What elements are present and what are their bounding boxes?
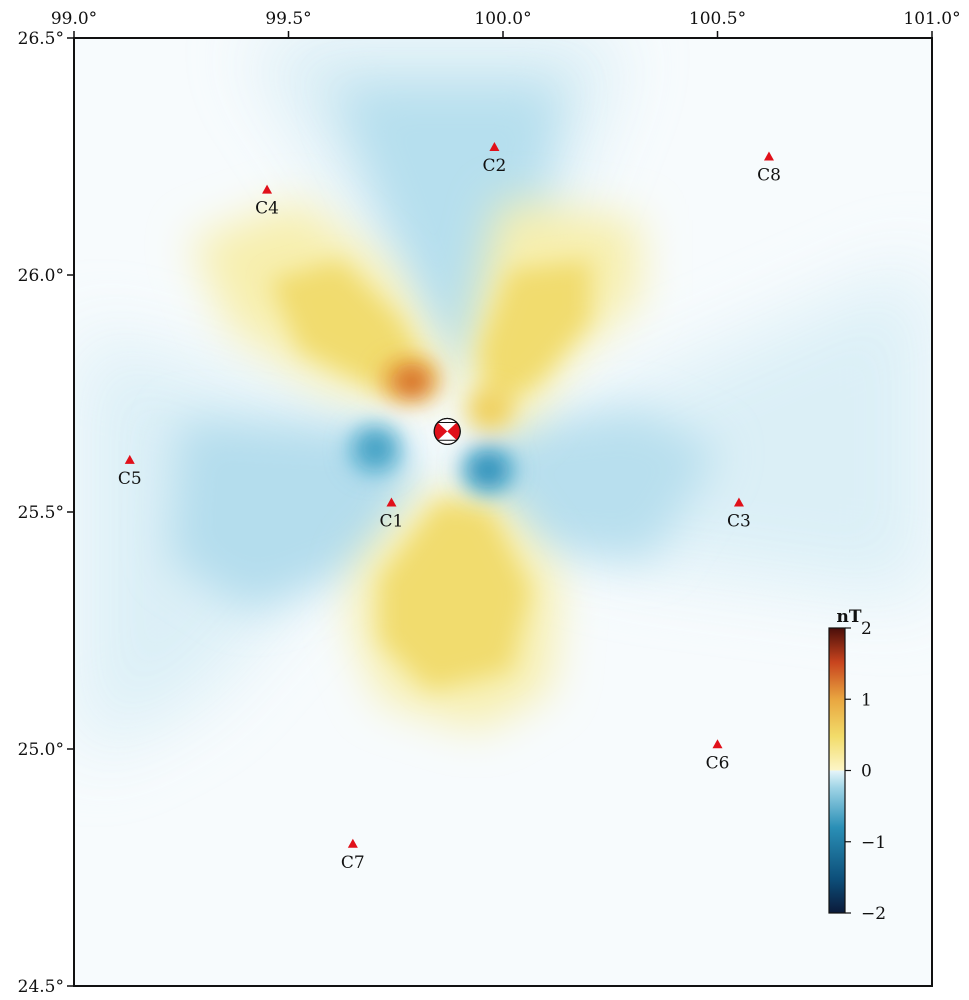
station-label: C4: [255, 199, 279, 219]
colorbar-tick-label: −2: [861, 904, 886, 924]
triangle-icon: [733, 497, 744, 507]
station-c2: C2: [483, 142, 507, 176]
station-c7: C7: [341, 838, 365, 873]
colorbar-unit: nT: [836, 607, 861, 627]
lon-tick-label: 100.5°: [689, 9, 746, 29]
beachball-quadrant: [434, 422, 448, 441]
station-c5: C5: [118, 454, 142, 489]
station-c6: C6: [706, 739, 730, 773]
beachball-quadrant: [447, 422, 461, 441]
beachball-icon: [433, 417, 461, 446]
triangle-icon: [347, 838, 358, 848]
station-markers: C1 C2 C3 C4 C5 C6 C7 C8: [118, 142, 781, 873]
lon-tick-label: 101.0°: [903, 9, 960, 29]
station-label: C3: [727, 512, 751, 532]
lat-tick-label: 25.0°: [18, 740, 64, 760]
lon-tick-label: 99.5°: [265, 9, 311, 29]
lon-tick-label: 100.0°: [474, 9, 531, 29]
triangle-icon: [763, 151, 774, 161]
triangle-icon: [262, 184, 273, 194]
anomaly-field: [74, 38, 932, 986]
colorbar-tick-label: 2: [861, 619, 872, 639]
lat-tick-label: 26.5°: [18, 29, 64, 49]
triangle-icon: [489, 142, 500, 152]
station-label: C6: [706, 753, 730, 773]
beachball-border: [433, 417, 461, 446]
triangle-icon: [124, 454, 135, 464]
station-label: C5: [118, 469, 142, 489]
axis-ticks: 99.0° 99.5° 100.0° 100.5° 101.0° 26.5° 26.0° 25…: [18, 9, 961, 997]
triangle-icon: [386, 497, 397, 507]
lon-tick-label: 99.0°: [51, 9, 97, 29]
station-label: C2: [483, 156, 507, 176]
triangle-icon: [712, 739, 723, 749]
colorbar-tick-label: 0: [861, 762, 872, 782]
colorbar-ramp: [828, 627, 846, 914]
station-label: C8: [757, 166, 781, 186]
lat-tick-label: 24.5°: [18, 977, 64, 997]
station-c4: C4: [255, 184, 279, 219]
lat-tick-label: 25.5°: [18, 503, 64, 523]
station-c3: C3: [727, 497, 751, 532]
lat-tick-label: 26.0°: [18, 266, 64, 286]
station-c8: C8: [757, 151, 781, 186]
station-label: C1: [380, 512, 404, 532]
colorbar: 2 1 0 −1 −2 nT: [828, 607, 886, 924]
station-label: C7: [341, 853, 365, 873]
colorbar-tick-label: −1: [861, 833, 886, 853]
station-c1: C1: [380, 497, 404, 532]
colorbar-tick-label: 1: [861, 690, 872, 710]
